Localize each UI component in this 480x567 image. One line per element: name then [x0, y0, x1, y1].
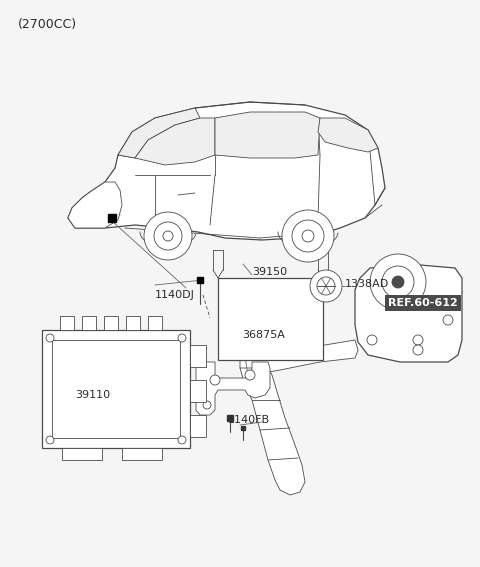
- Circle shape: [178, 436, 186, 444]
- Circle shape: [178, 334, 186, 342]
- Bar: [122, 448, 162, 460]
- Polygon shape: [240, 340, 358, 374]
- Text: 1140DJ: 1140DJ: [155, 290, 195, 300]
- Bar: [218, 278, 323, 360]
- Circle shape: [163, 231, 173, 241]
- Text: 36875A: 36875A: [242, 330, 285, 340]
- Circle shape: [413, 335, 423, 345]
- Circle shape: [210, 375, 220, 385]
- Circle shape: [443, 315, 453, 325]
- Bar: [60, 316, 74, 330]
- Circle shape: [382, 266, 414, 298]
- Circle shape: [46, 436, 54, 444]
- Circle shape: [292, 220, 324, 252]
- Circle shape: [370, 254, 426, 310]
- Bar: [190, 380, 206, 402]
- Text: 1338AD: 1338AD: [345, 279, 389, 289]
- Text: 1140FB: 1140FB: [228, 415, 270, 425]
- Circle shape: [46, 334, 54, 342]
- Bar: [148, 316, 162, 330]
- Circle shape: [367, 335, 377, 345]
- Circle shape: [413, 345, 423, 355]
- Bar: [62, 448, 102, 460]
- Polygon shape: [196, 362, 270, 415]
- Bar: [42, 330, 190, 448]
- Polygon shape: [215, 112, 320, 158]
- Bar: [190, 345, 206, 367]
- Circle shape: [282, 210, 334, 262]
- Bar: [82, 316, 96, 330]
- Polygon shape: [118, 108, 200, 158]
- Circle shape: [144, 212, 192, 260]
- Text: (2700CC): (2700CC): [18, 18, 77, 31]
- Circle shape: [245, 370, 255, 380]
- Circle shape: [203, 401, 211, 409]
- Circle shape: [154, 222, 182, 250]
- Text: 39150: 39150: [252, 267, 287, 277]
- Bar: [52, 340, 180, 438]
- Circle shape: [310, 270, 342, 302]
- Bar: [104, 316, 118, 330]
- Polygon shape: [240, 368, 305, 495]
- Polygon shape: [68, 102, 385, 240]
- Circle shape: [317, 277, 335, 295]
- Circle shape: [302, 230, 314, 242]
- Polygon shape: [318, 118, 378, 152]
- Bar: [126, 316, 140, 330]
- Polygon shape: [135, 118, 215, 165]
- Text: REF.60-612: REF.60-612: [388, 298, 458, 308]
- Text: 39110: 39110: [75, 390, 110, 400]
- Polygon shape: [68, 182, 122, 228]
- Circle shape: [392, 276, 404, 288]
- Polygon shape: [355, 265, 462, 362]
- Bar: [190, 415, 206, 437]
